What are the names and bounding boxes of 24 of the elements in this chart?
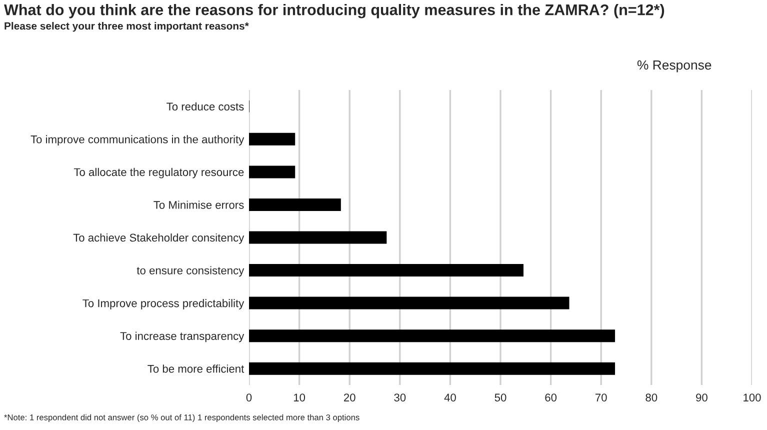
y-tick-label: To be more efficient xyxy=(148,364,244,373)
y-tick-label: to ensure consistency xyxy=(136,266,244,277)
text: *Note: 1 respondent did not answer (so % out of 11) 1 respondents selected more than 3 options xyxy=(4,414,360,422)
x-axis-title: % Response xyxy=(637,60,712,72)
y-tick-label: To Improve process predictability xyxy=(82,299,244,310)
x-tick-label: 100 xyxy=(744,394,761,402)
y-tick-label: To improve communications in the authority xyxy=(30,135,244,146)
text: Please select your three most important reasons* xyxy=(4,22,249,32)
x-tick-label: 10 xyxy=(294,394,306,402)
x-tick-label: 70 xyxy=(595,394,607,402)
x-tick-label: 30 xyxy=(394,394,406,402)
x-tick-label: 80 xyxy=(646,394,658,402)
y-tick-label: To increase transparency xyxy=(120,332,244,342)
x-tick-label: 60 xyxy=(545,394,557,402)
x-tick-label: 90 xyxy=(696,394,708,402)
x-tick-label: 50 xyxy=(494,394,506,402)
x-tick-label: 0 xyxy=(246,394,252,402)
y-tick-label: To reduce costs xyxy=(166,102,244,111)
y-tick-label: To Minimise errors xyxy=(154,200,244,209)
x-tick-label: 20 xyxy=(344,394,356,402)
y-tick-label: To allocate the regulatory resource xyxy=(74,168,244,178)
x-tick-label: 40 xyxy=(444,394,456,402)
y-tick-label: To achieve Stakeholder consitency xyxy=(73,233,244,244)
chart-title: What do you think are the reasons for introducing quality measures in the ZAMRA? (n=12*) xyxy=(4,4,664,18)
